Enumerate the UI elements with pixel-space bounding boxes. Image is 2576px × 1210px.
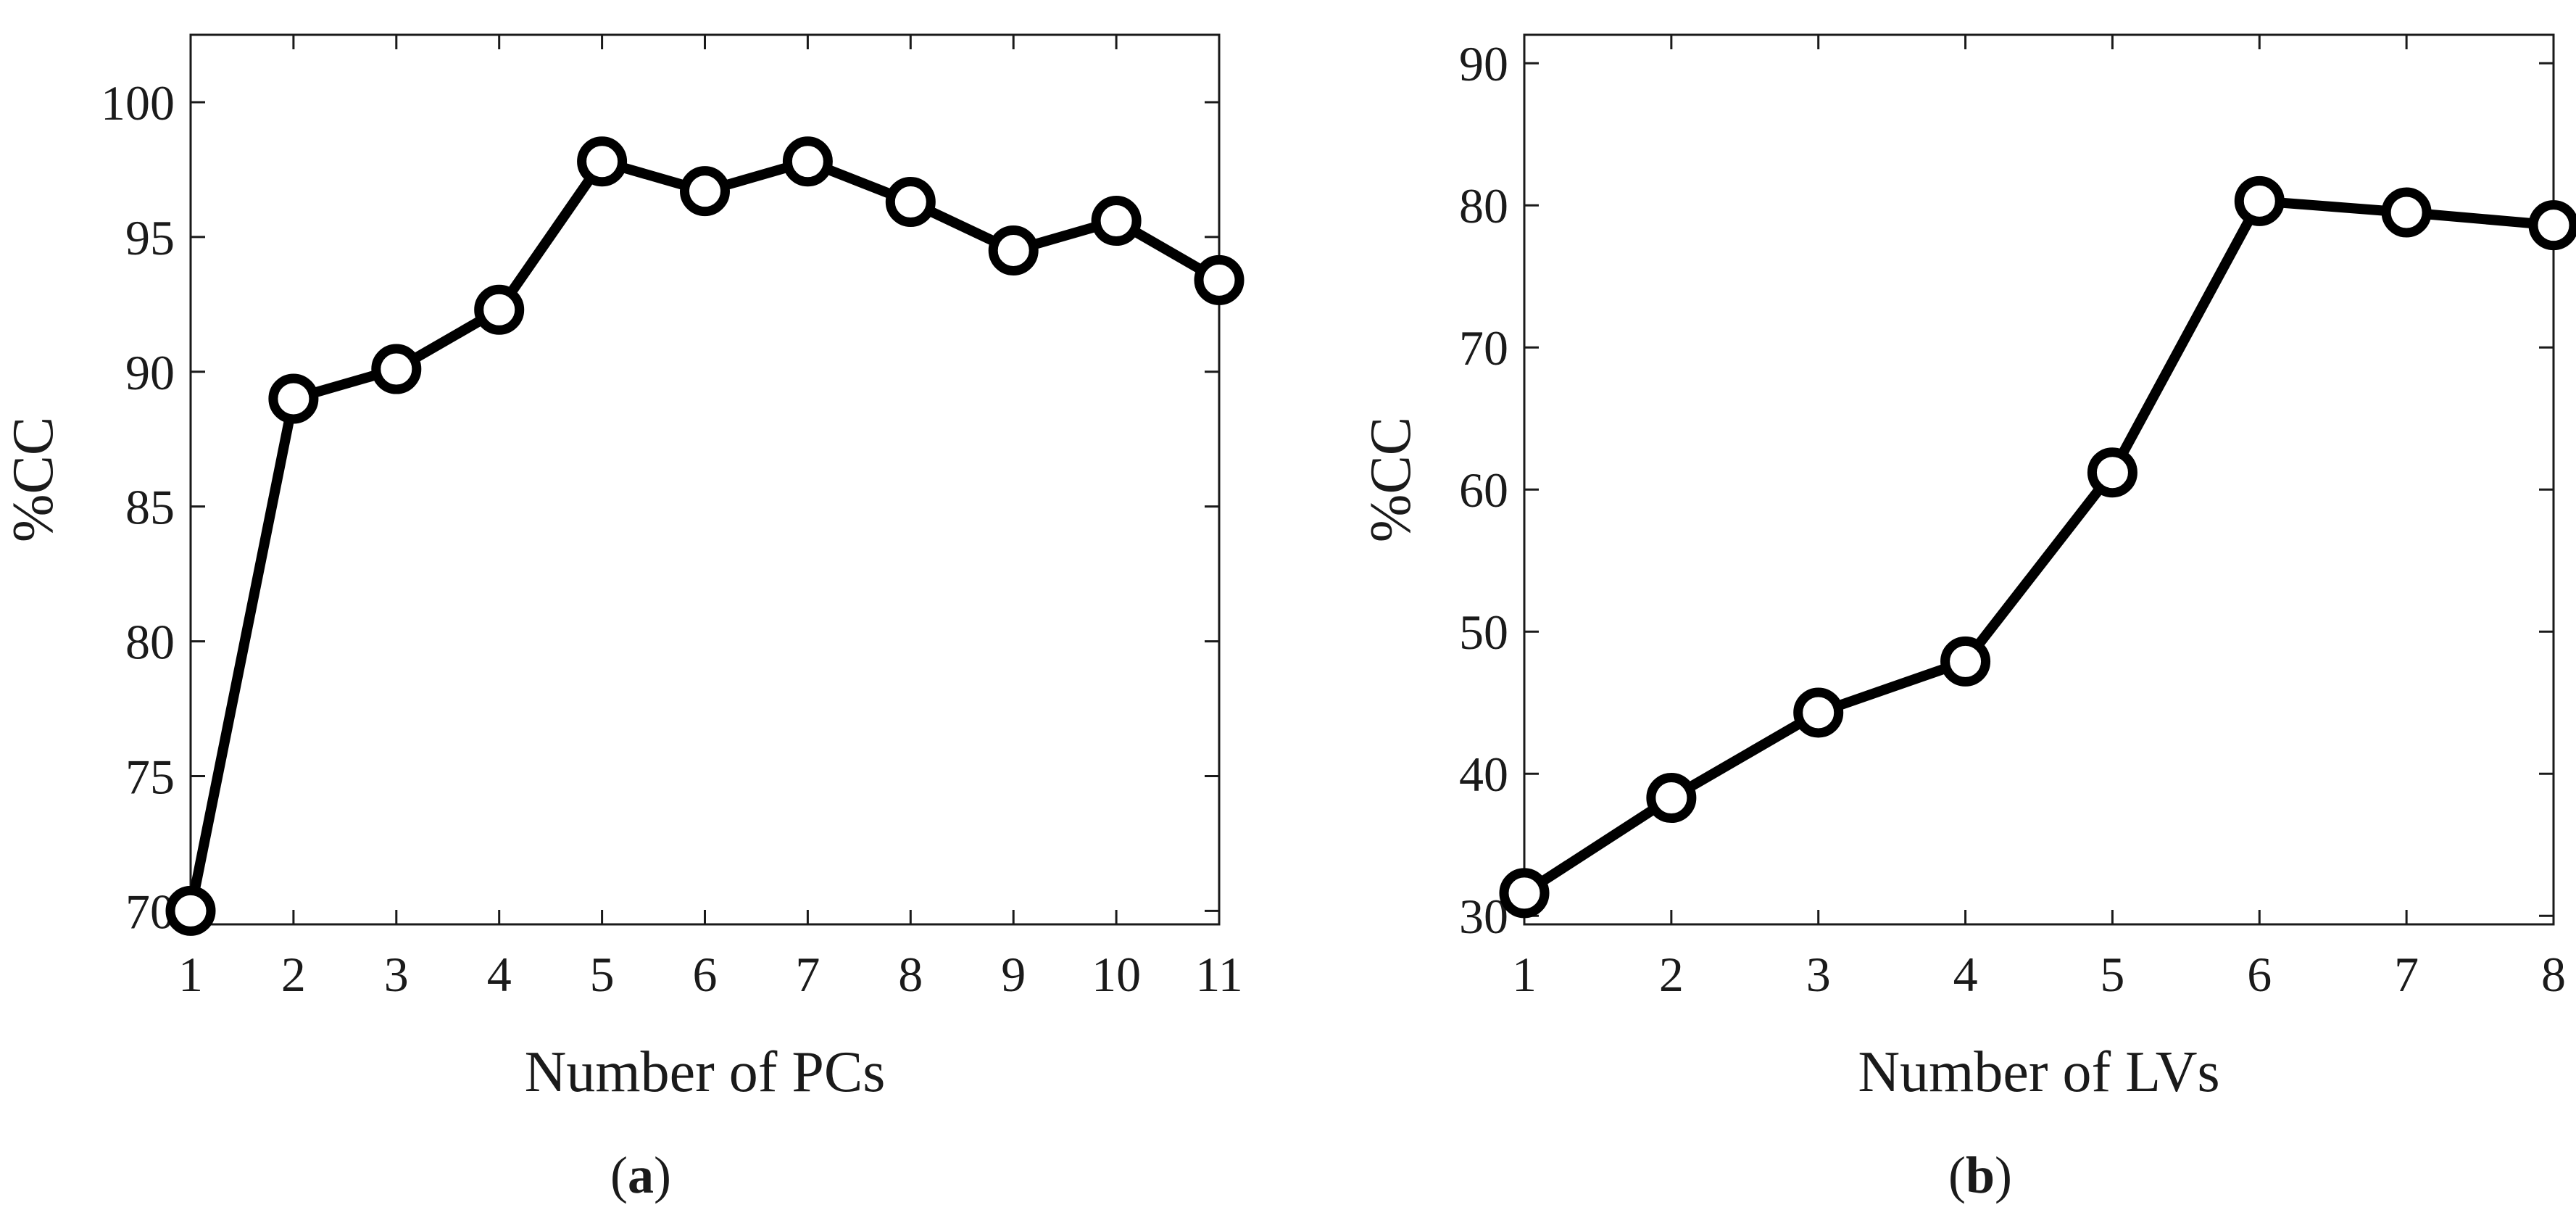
y-tick-label: 75 <box>125 750 175 805</box>
data-point-marker <box>371 344 422 394</box>
data-point-marker <box>165 885 216 936</box>
y-tick-label: 70 <box>1459 320 1508 376</box>
y-axis-label: %CC <box>1 417 65 542</box>
x-tick-label: 1 <box>1512 947 1537 1002</box>
data-point-marker <box>2381 187 2432 238</box>
data-point-marker <box>1091 196 1142 246</box>
data-point-marker <box>2528 200 2576 251</box>
x-tick-label: 10 <box>1092 947 1141 1002</box>
x-tick-label: 5 <box>590 947 615 1002</box>
x-axis-label: Number of LVs <box>1858 1040 2219 1104</box>
panel-caption: (a) <box>610 1146 671 1204</box>
series-line <box>186 156 1224 916</box>
x-tick-label: 2 <box>1659 947 1684 1002</box>
data-point-marker <box>988 225 1039 275</box>
y-tick-label: 80 <box>125 615 175 670</box>
y-tick-label: 80 <box>1459 178 1508 233</box>
x-tick-label: 4 <box>1953 947 1978 1002</box>
panel-caption: (b) <box>1948 1146 2012 1204</box>
data-point-marker <box>782 136 833 187</box>
data-point-marker <box>1646 773 1697 824</box>
y-tick-label: 90 <box>125 345 175 400</box>
x-tick-label: 3 <box>1806 947 1831 1002</box>
y-tick-label: 85 <box>125 480 175 535</box>
x-tick-label: 8 <box>2541 947 2566 1002</box>
x-tick-label: 7 <box>795 947 820 1002</box>
y-tick-label: 95 <box>125 210 175 265</box>
x-tick-label: 6 <box>693 947 718 1002</box>
data-point-marker <box>1793 687 1844 738</box>
y-tick-label: 100 <box>101 75 175 130</box>
data-point-marker <box>1499 868 1550 919</box>
data-point-marker <box>2234 175 2285 226</box>
x-tick-label: 6 <box>2247 947 2272 1002</box>
x-tick-label: 11 <box>1195 947 1242 1002</box>
y-tick-label: 90 <box>1459 36 1508 91</box>
y-tick-label: 60 <box>1459 463 1508 518</box>
x-axis-label: Number of PCs <box>525 1040 886 1104</box>
y-tick-label: 50 <box>1459 605 1508 660</box>
x-tick-label: 2 <box>281 947 306 1002</box>
x-tick-label: 5 <box>2100 947 2124 1002</box>
data-point-marker <box>1940 636 1991 687</box>
x-tick-label: 3 <box>384 947 409 1002</box>
y-tick-label: 40 <box>1459 747 1508 802</box>
x-tick-label: 4 <box>487 947 512 1002</box>
data-point-marker <box>268 373 319 424</box>
x-tick-label: 1 <box>178 947 203 1002</box>
plot-area-frame <box>1523 33 2555 926</box>
x-tick-label: 9 <box>1001 947 1026 1002</box>
y-axis-label: %CC <box>1359 417 1423 542</box>
x-tick-label: 8 <box>898 947 923 1002</box>
data-point-marker <box>577 136 628 187</box>
data-point-marker <box>474 284 525 335</box>
data-point-marker <box>2087 447 2137 498</box>
data-point-marker <box>680 166 730 217</box>
x-tick-label: 7 <box>2394 947 2419 1002</box>
data-point-marker <box>885 177 936 228</box>
data-point-marker <box>1194 254 1245 305</box>
